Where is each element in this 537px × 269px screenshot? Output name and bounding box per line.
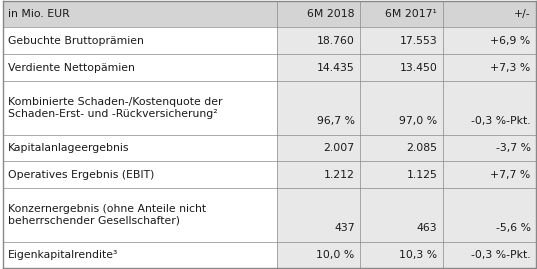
Bar <box>442 161 536 188</box>
Text: +/-: +/- <box>514 9 531 19</box>
Text: 97,0 %: 97,0 % <box>399 116 437 126</box>
Text: +6,9 %: +6,9 % <box>490 36 531 46</box>
Text: -0,3 %-Pkt.: -0,3 %-Pkt. <box>471 250 531 260</box>
Text: 6M 2018: 6M 2018 <box>307 9 354 19</box>
Bar <box>442 242 536 268</box>
Text: -5,6 %: -5,6 % <box>496 223 531 233</box>
Bar <box>277 134 360 161</box>
Bar <box>360 81 442 134</box>
Bar <box>277 161 360 188</box>
Text: 463: 463 <box>417 223 437 233</box>
Text: in Mio. EUR: in Mio. EUR <box>8 9 70 19</box>
Text: Gebuchte Bruttoprämien: Gebuchte Bruttoprämien <box>8 36 144 46</box>
Text: Verdiente Nettopämien: Verdiente Nettopämien <box>8 62 135 73</box>
Bar <box>3 81 277 134</box>
Bar <box>442 134 536 161</box>
Text: 6M 2017¹: 6M 2017¹ <box>386 9 437 19</box>
Text: Konzernergebnis (ohne Anteile nicht
beherrschender Gesellschafter): Konzernergebnis (ohne Anteile nicht behe… <box>8 204 206 226</box>
Text: 13.450: 13.450 <box>400 62 437 73</box>
Bar <box>277 1 360 27</box>
Bar <box>3 54 277 81</box>
Text: 10,3 %: 10,3 % <box>399 250 437 260</box>
Text: 2.007: 2.007 <box>323 143 354 153</box>
Text: 18.760: 18.760 <box>317 36 354 46</box>
Bar <box>3 27 277 54</box>
Text: +7,3 %: +7,3 % <box>490 62 531 73</box>
Text: Eigenkapitalrendite³: Eigenkapitalrendite³ <box>8 250 118 260</box>
Bar <box>360 134 442 161</box>
Bar <box>3 1 277 27</box>
Bar <box>277 54 360 81</box>
Bar <box>360 1 442 27</box>
Bar <box>442 81 536 134</box>
Text: -0,3 %-Pkt.: -0,3 %-Pkt. <box>471 116 531 126</box>
Bar <box>277 188 360 242</box>
Text: 10,0 %: 10,0 % <box>316 250 354 260</box>
Bar <box>360 188 442 242</box>
Bar <box>442 1 536 27</box>
Bar <box>442 188 536 242</box>
Bar <box>3 188 277 242</box>
Bar <box>442 27 536 54</box>
Bar <box>3 161 277 188</box>
Bar <box>360 161 442 188</box>
Bar <box>277 27 360 54</box>
Text: 2.085: 2.085 <box>406 143 437 153</box>
Text: Operatives Ergebnis (EBIT): Operatives Ergebnis (EBIT) <box>8 170 155 180</box>
Text: 437: 437 <box>334 223 354 233</box>
Bar <box>360 54 442 81</box>
Bar <box>3 134 277 161</box>
Bar <box>442 54 536 81</box>
Bar <box>360 27 442 54</box>
Text: Kombinierte Schaden-/Kostenquote der
Schaden-Erst- und -Rückversicherung²: Kombinierte Schaden-/Kostenquote der Sch… <box>8 97 222 119</box>
Text: 1.125: 1.125 <box>407 170 437 180</box>
Text: 96,7 %: 96,7 % <box>317 116 354 126</box>
Text: 17.553: 17.553 <box>400 36 437 46</box>
Text: 14.435: 14.435 <box>317 62 354 73</box>
Text: 1.212: 1.212 <box>324 170 354 180</box>
Text: Kapitalanlageergebnis: Kapitalanlageergebnis <box>8 143 129 153</box>
Text: -3,7 %: -3,7 % <box>496 143 531 153</box>
Bar <box>360 242 442 268</box>
Bar <box>277 242 360 268</box>
Bar <box>3 242 277 268</box>
Bar <box>277 81 360 134</box>
Text: +7,7 %: +7,7 % <box>490 170 531 180</box>
